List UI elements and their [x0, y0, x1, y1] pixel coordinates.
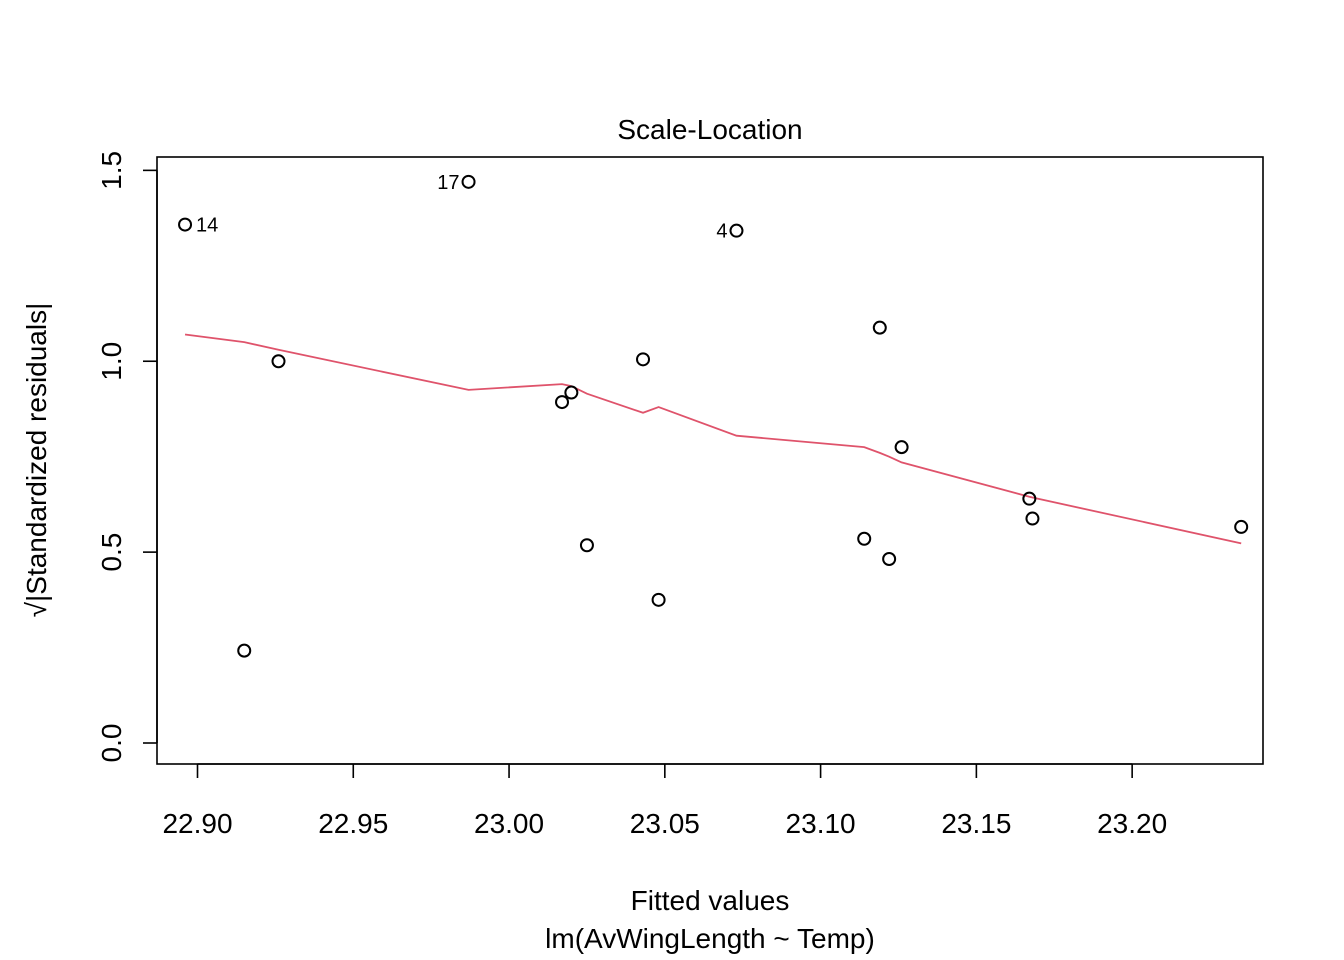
- x-tick-label: 23.10: [786, 808, 856, 839]
- smoother-line: [184, 333, 1242, 545]
- data-point: [651, 592, 666, 607]
- data-point: [178, 217, 193, 232]
- x-axis-label: Fitted values: [631, 885, 790, 916]
- y-axis: 0.0 0.5 1.0 1.5: [96, 151, 158, 763]
- x-tick-label: 23.15: [941, 808, 1011, 839]
- data-point: [729, 223, 744, 238]
- data-point: [882, 551, 897, 566]
- x-tick-label: 23.05: [630, 808, 700, 839]
- data-point: [636, 352, 651, 367]
- points-layer: 14 17 4: [178, 172, 1249, 658]
- data-point: [461, 174, 476, 189]
- data-point: [1022, 491, 1037, 506]
- data-point: [555, 395, 570, 410]
- point-label: 4: [716, 221, 727, 243]
- data-point: [872, 320, 887, 335]
- y-axis-label: √|Standardized residuals|: [21, 303, 52, 618]
- x-tick-label: 23.00: [474, 808, 544, 839]
- plot-frame: [156, 156, 1264, 765]
- y-tick-label: 1.0: [96, 342, 127, 381]
- data-point: [1234, 519, 1249, 534]
- data-point: [237, 643, 252, 658]
- data-point: [894, 440, 909, 455]
- y-tick-label: 1.5: [96, 151, 127, 190]
- data-point: [579, 538, 594, 553]
- chart-title: Scale-Location: [617, 114, 802, 145]
- x-tick-label: 22.95: [318, 808, 388, 839]
- x-axis-subtitle: lm(AvWingLength ~ Temp): [545, 923, 875, 954]
- data-point: [1025, 511, 1040, 526]
- x-tick-label: 23.20: [1097, 808, 1167, 839]
- y-tick-label: 0.5: [96, 533, 127, 572]
- data-point: [564, 385, 579, 400]
- data-point: [857, 531, 872, 546]
- x-tick-label: 22.90: [162, 808, 232, 839]
- x-axis: 22.90 22.95 23.00 23.05 23.10 23.15 23.20: [162, 763, 1167, 839]
- y-tick-label: 0.0: [96, 724, 127, 763]
- point-label: 14: [196, 215, 218, 237]
- data-point: [271, 354, 286, 369]
- point-label: 17: [437, 172, 459, 194]
